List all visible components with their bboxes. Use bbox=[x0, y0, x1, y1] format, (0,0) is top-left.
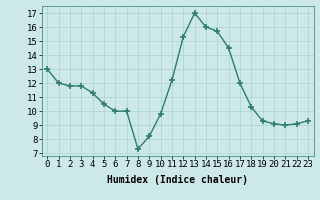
X-axis label: Humidex (Indice chaleur): Humidex (Indice chaleur) bbox=[107, 175, 248, 185]
